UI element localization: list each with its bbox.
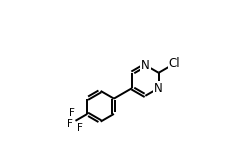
Text: F: F	[69, 108, 75, 118]
Text: F: F	[67, 119, 73, 129]
Text: N: N	[154, 82, 163, 95]
Text: N: N	[141, 59, 150, 72]
Text: Cl: Cl	[169, 57, 180, 70]
Text: F: F	[77, 123, 83, 133]
